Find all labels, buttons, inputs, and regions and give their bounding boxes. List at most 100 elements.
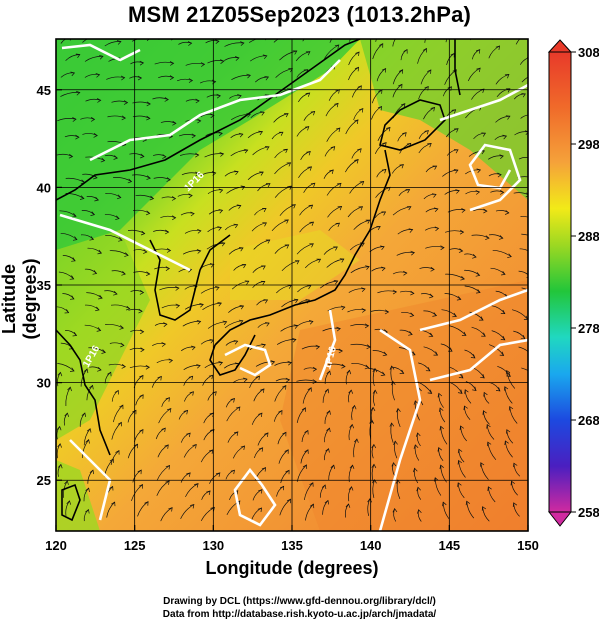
streamline-arrowhead	[140, 230, 146, 236]
streamline-arrowhead	[495, 387, 501, 392]
streamline-arrowhead	[455, 189, 460, 194]
streamline-arrowhead	[215, 286, 220, 291]
streamline-arrowhead	[220, 241, 226, 247]
streamline-arrowhead	[521, 93, 526, 98]
streamline	[65, 387, 71, 407]
streamline-arrowhead	[262, 222, 267, 227]
streamline-arrowhead	[121, 271, 126, 276]
streamline-arrowhead	[310, 182, 316, 188]
y-axis: 25 30 35 40 45	[37, 83, 62, 488]
streamline-arrowhead	[381, 211, 387, 216]
streamline-arrowhead	[382, 142, 387, 147]
streamline-arrowhead	[335, 222, 341, 228]
streamline	[88, 347, 106, 353]
streamline	[181, 172, 199, 176]
streamline	[347, 309, 366, 313]
streamline-arrowhead	[501, 270, 506, 276]
streamline-arrowhead	[137, 469, 142, 475]
streamline-arrowhead	[98, 294, 103, 300]
streamline-arrowhead	[164, 444, 169, 449]
streamline-arrowhead	[412, 467, 418, 473]
streamline-arrowhead	[146, 39, 150, 41]
streamline-arrowhead	[416, 486, 421, 492]
streamline	[274, 385, 287, 402]
streamline-arrowhead	[264, 432, 269, 437]
streamline-arrowhead	[75, 53, 81, 59]
streamline-arrowhead	[166, 248, 172, 253]
streamline	[281, 260, 300, 272]
streamline-arrowhead	[188, 375, 194, 381]
streamline	[329, 39, 333, 43]
streamline	[370, 309, 389, 313]
streamline	[506, 370, 516, 389]
streamline-arrowhead	[354, 159, 359, 164]
streamline-arrowhead	[529, 114, 533, 118]
streamline-arrowhead	[336, 33, 340, 37]
streamline-arrowhead	[199, 302, 204, 308]
streamline-arrowhead	[413, 444, 419, 449]
y-tick-label: 35	[37, 278, 51, 293]
streamline-arrowhead	[534, 73, 538, 77]
streamline	[253, 239, 270, 250]
streamline	[304, 258, 321, 269]
streamline-arrowhead	[264, 75, 270, 81]
streamline-arrowhead	[101, 349, 106, 354]
streamline	[350, 266, 370, 274]
streamline-arrowhead	[146, 101, 151, 107]
streamline-arrowhead	[305, 92, 311, 97]
streamline-arrowhead	[259, 171, 264, 176]
streamline-arrowhead	[377, 105, 383, 111]
streamline-arrowhead	[287, 360, 292, 366]
streamline	[255, 361, 275, 367]
streamline	[106, 76, 125, 80]
streamline-arrowhead	[85, 508, 90, 514]
streamline-arrowhead	[218, 188, 224, 194]
streamline	[82, 39, 88, 43]
streamline	[445, 39, 448, 43]
streamline-arrowhead	[266, 183, 271, 188]
streamline-arrowhead	[506, 429, 511, 434]
streamline-arrowhead	[330, 146, 336, 151]
streamline-arrowhead	[64, 309, 70, 314]
streamline	[156, 480, 170, 496]
streamline-arrowhead	[210, 113, 215, 119]
streamline	[279, 50, 297, 61]
streamline-arrowhead	[140, 153, 145, 159]
streamline-arrowhead	[234, 170, 239, 176]
streamline-arrowhead	[215, 472, 221, 477]
streamline-arrowhead	[143, 249, 148, 254]
streamline-arrowhead	[427, 69, 432, 74]
streamline-arrowhead	[434, 226, 440, 232]
streamline	[504, 386, 513, 404]
streamline	[249, 39, 258, 43]
wind-streamlines	[56, 33, 538, 522]
streamline	[371, 464, 375, 483]
streamline	[372, 479, 375, 498]
streamline-arrowhead	[238, 319, 244, 325]
streamline-arrowhead	[365, 265, 370, 270]
streamline-arrowhead	[507, 253, 512, 258]
streamline	[57, 118, 77, 122]
streamline-arrowhead	[475, 49, 481, 54]
streamline	[353, 438, 358, 458]
streamline	[185, 62, 205, 66]
streamline-arrowhead	[379, 43, 384, 48]
streamline-arrowhead	[399, 164, 404, 169]
streamline-arrowhead	[218, 361, 224, 366]
streamline-arrowhead	[481, 506, 487, 511]
streamline-arrowhead	[325, 448, 330, 453]
streamline-arrowhead	[326, 427, 331, 433]
streamline-arrowhead	[442, 501, 447, 507]
streamline-arrowhead	[304, 126, 310, 131]
streamline-arrowhead	[139, 394, 144, 399]
streamline-arrowhead	[107, 371, 112, 377]
streamline-arrowhead	[498, 235, 504, 240]
streamline	[302, 39, 305, 42]
streamline	[518, 270, 528, 276]
streamline-arrowhead	[461, 208, 466, 213]
streamline-arrowhead	[145, 364, 150, 370]
streamline-arrowhead	[305, 51, 311, 56]
streamline	[444, 293, 462, 300]
streamline-arrowhead	[357, 148, 362, 153]
streamline-arrowhead	[457, 482, 462, 487]
